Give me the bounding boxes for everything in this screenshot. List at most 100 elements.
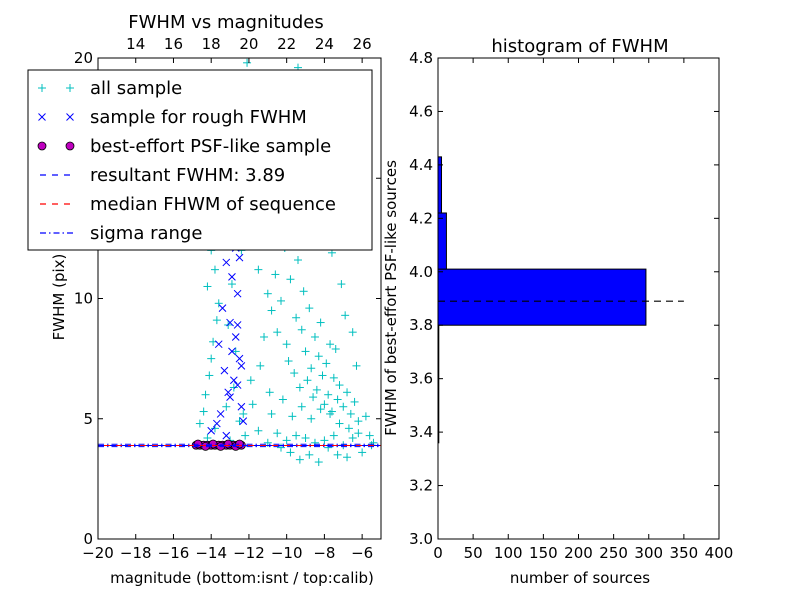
scatter-point-s1-17 xyxy=(233,381,242,389)
scatter-point-s0-36 xyxy=(344,424,353,433)
legend-label-1: sample for rough FWHM xyxy=(90,107,307,128)
scatter-point-s0-75 xyxy=(305,304,314,313)
scatter-point-s0-116 xyxy=(341,311,350,320)
scatter-point-s0-127 xyxy=(260,332,269,341)
scatter-point-s0-21 xyxy=(295,455,304,464)
hist-y-tick-label: 3.0 xyxy=(409,530,433,548)
legend-label-0: all sample xyxy=(90,78,182,99)
scatter-point-s0-37 xyxy=(354,429,363,438)
scatter-point-s0-66 xyxy=(286,275,295,284)
scatter-point-s0-74 xyxy=(303,376,312,385)
scatter-point-s1-7-b xyxy=(226,318,234,327)
scatter-point-s0-126 xyxy=(256,361,265,370)
legend-marker-2-b xyxy=(65,141,75,151)
scatter-point-s0-9 xyxy=(301,433,310,442)
scatter-point-s0-47 xyxy=(210,265,219,274)
scatter-point-s0-70 xyxy=(295,383,304,392)
scatter-point-s0-25 xyxy=(254,426,263,435)
hist-y-tick-label: 3.8 xyxy=(409,316,433,334)
scatter-point-s0-87 xyxy=(327,407,336,416)
scatter-point-s0-118 xyxy=(352,361,361,370)
scatter-point-s1-3 xyxy=(229,376,238,385)
hist-y-tick-label: 3.2 xyxy=(409,477,433,495)
hist-x-tick-label: 350 xyxy=(670,544,699,562)
scatter-point-s0-97 xyxy=(361,412,370,421)
scatter-point-s0-78 xyxy=(310,332,319,341)
scatter-point-s1-9-b xyxy=(233,289,242,298)
histogram-bars xyxy=(437,156,647,444)
y-tick-label: 5 xyxy=(83,410,93,428)
scatter-point-s0-93 xyxy=(343,388,352,397)
scatter-point-s0-17 xyxy=(286,448,295,457)
legend-label-5: sigma range xyxy=(90,223,202,244)
scatter-point-s1-3-b xyxy=(229,376,238,385)
scatter-point-s0-92 xyxy=(339,402,348,411)
scatter-point-s0-30 xyxy=(288,412,297,421)
scatter-point-s1-7 xyxy=(226,318,234,327)
y-tick-label: 10 xyxy=(74,290,93,308)
histogram-title: histogram of FWHM xyxy=(491,36,668,57)
legend-marker-2-a xyxy=(37,141,47,151)
scatter-point-s1-11 xyxy=(222,258,231,267)
scatter-point-s1-2-b xyxy=(224,388,233,397)
top-x-tick-label: 20 xyxy=(239,35,258,53)
scatter-point-s1-15 xyxy=(237,402,246,411)
scatter-point-s0-76 xyxy=(307,364,316,373)
legend: all sample sample for rough FWHM best-effo… xyxy=(27,69,373,251)
scatter-point-s1-26-b xyxy=(235,354,244,363)
scatter-point-s1-28 xyxy=(207,426,216,435)
scatter-point-s0-61 xyxy=(273,328,282,337)
legend-marker-1-b xyxy=(66,113,74,121)
scatter-point-s1-19-b xyxy=(214,340,223,349)
scatter-point-s0-73 xyxy=(301,347,310,356)
scatter-point-s1-25 xyxy=(233,321,242,329)
scatter-point-s0-131 xyxy=(243,58,252,67)
scatter-point-s0-79 xyxy=(312,385,321,394)
scatter-point-s0-94 xyxy=(346,409,355,418)
hist-y-tick-label: 4.6 xyxy=(409,102,433,120)
legend-marker-1-b-b xyxy=(66,113,74,121)
top-x-tick-label: 24 xyxy=(315,35,334,53)
scatter-point-s1-4 xyxy=(220,366,229,375)
histogram-bar-1 xyxy=(437,268,647,326)
top-x-tick-label: 22 xyxy=(277,35,296,53)
legend-label-2: best-effort PSF-like sample xyxy=(90,136,331,157)
scatter-point-s0-86 xyxy=(326,340,335,349)
bottom-x-axis-ticks: −20 −18 −16 −14 −12 −10 −8 −6 xyxy=(82,58,373,562)
scatter-point-s1-15-b xyxy=(237,402,246,411)
hist-y-tick-label: 3.6 xyxy=(409,370,433,388)
top-x-tick-label: 18 xyxy=(202,35,221,53)
scatter-point-s1-26 xyxy=(235,354,244,363)
scatter-point-s0-81 xyxy=(316,318,325,327)
scatter-point-s1-16-b xyxy=(239,417,248,426)
scatter-point-s1-16 xyxy=(239,417,248,426)
scatter-point-s1-29-b xyxy=(213,419,221,428)
x-tick-label: −14 xyxy=(195,544,227,562)
top-x-tick-label: 26 xyxy=(353,35,372,53)
scatter-point-s0-4 xyxy=(241,431,250,440)
scatter-point-s1-10-b xyxy=(228,273,236,281)
scatter-point-s0-120 xyxy=(229,383,238,392)
scatter-chart: FWHM vs magnitudes 14 16 18 20 22 24 26 −20 −18… xyxy=(27,12,382,587)
scatter-point-s1-18 xyxy=(237,361,246,370)
scatter-point-s0-6 xyxy=(273,429,282,438)
scatter-title: FWHM vs magnitudes xyxy=(128,12,323,33)
scatter-point-s0-69 xyxy=(293,256,302,265)
scatter-point-s1-10 xyxy=(228,273,236,281)
legend-marker-1-a-b xyxy=(38,113,46,121)
scatter-point-s1-25-b xyxy=(233,321,242,329)
histogram-chart: histogram of FWHM 0 50 100 150 200 250 300 350 4… xyxy=(382,36,733,587)
hist-x-tick-label: 50 xyxy=(464,544,483,562)
scatter-point-s0-121 xyxy=(231,347,240,356)
scatter-point-s0-91 xyxy=(335,381,344,390)
legend-marker-0-a xyxy=(38,84,46,92)
scatter-point-s1-4-b xyxy=(220,366,229,375)
hist-y-tick-label: 4.0 xyxy=(409,263,433,281)
scatter-point-s0-60 xyxy=(271,270,280,279)
scatter-point-s1-20 xyxy=(235,253,244,262)
scatter-point-s0-39 xyxy=(199,407,208,416)
scatter-x-label: magnitude (bottom:isnt / top:calib) xyxy=(110,569,374,587)
scatter-point-s0-95 xyxy=(350,397,359,406)
scatter-point-s0-85 xyxy=(324,390,333,399)
scatter-point-s0-125 xyxy=(246,376,255,385)
